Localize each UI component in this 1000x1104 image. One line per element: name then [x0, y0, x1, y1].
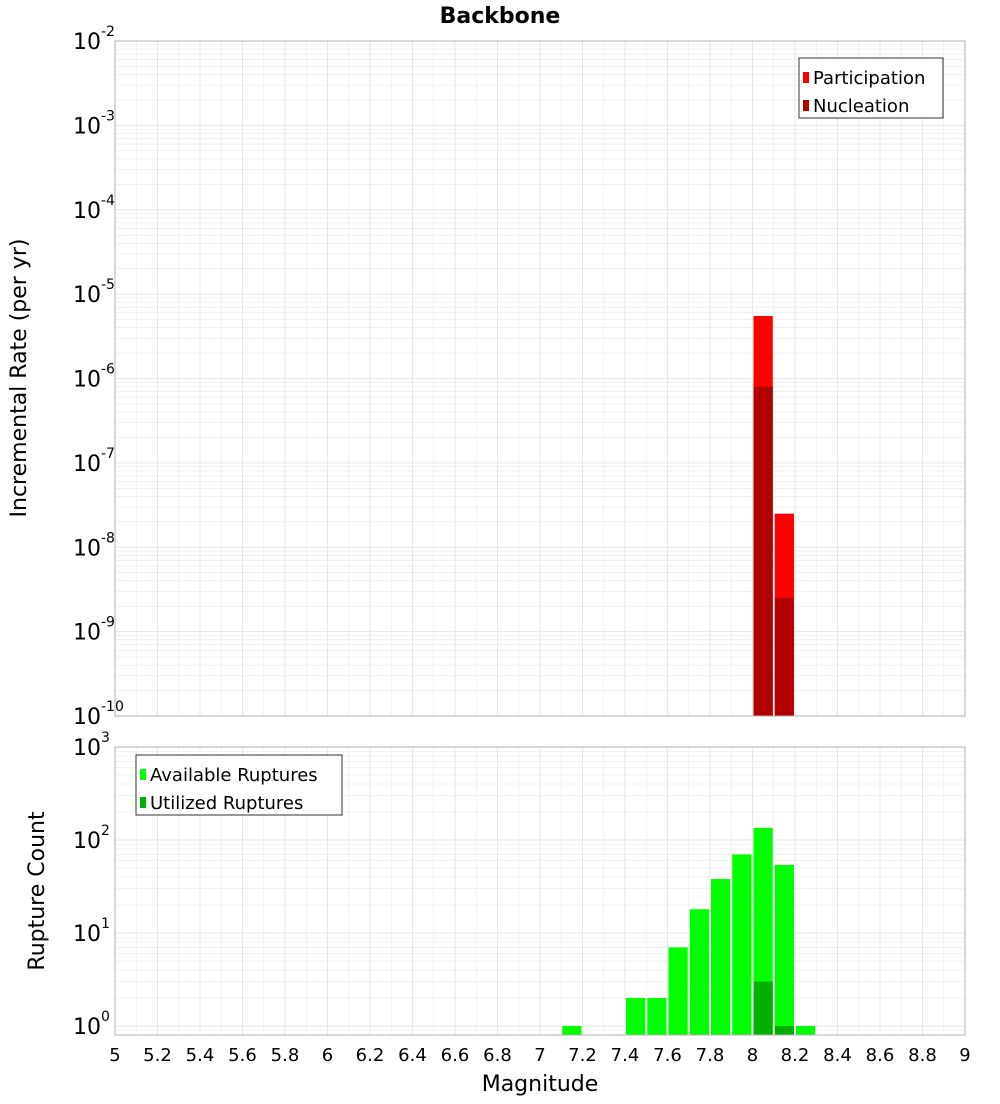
count-y-axis-title: Rupture Count: [25, 811, 50, 971]
x-tick-label-10: 7: [534, 1045, 545, 1066]
x-tick-label-15: 8: [747, 1045, 758, 1066]
count-bar-utilized-0: [753, 981, 773, 1035]
x-tick-label-13: 7.6: [653, 1045, 682, 1066]
rate-y-tick-label-3-base: 10: [73, 452, 101, 477]
x-axis-title: Magnitude: [482, 1072, 599, 1097]
x-tick-label-9: 6.8: [483, 1045, 512, 1066]
rate-y-tick-label-3-exponent: -7: [101, 446, 115, 462]
count-bar-available-8: [774, 864, 794, 1035]
count-bar-available-3: [668, 947, 688, 1035]
count-bar-utilized-1: [774, 1025, 794, 1035]
rate-y-tick-label-4-base: 10: [73, 368, 101, 393]
count-y-tick-label-3-base: 10: [73, 736, 101, 761]
rate-y-axis-title: Incremental Rate (per yr): [7, 239, 32, 518]
count-y-tick-label-3-exponent: 3: [101, 730, 110, 746]
rate-y-tick-label-6-exponent: -4: [101, 193, 115, 209]
top-plot-frame: [114, 40, 966, 717]
count-legend-box: [135, 754, 343, 816]
x-tick-label-6: 6.2: [356, 1045, 385, 1066]
count-bar-available-6: [732, 854, 752, 1035]
rate-y-tick-label-4: 10 -6: [73, 362, 115, 393]
count-y-tick-label-0: 10 0: [73, 1009, 110, 1040]
rate-y-tick-label-0: 10 -10: [73, 699, 124, 730]
x-tick-label-5: 6: [322, 1045, 333, 1066]
rate-y-tick-label-8-exponent: -2: [101, 24, 115, 40]
count-y-tick-label-1-exponent: 1: [101, 916, 110, 932]
rate-y-tick-label-7-exponent: -3: [101, 108, 115, 124]
x-tick-label-1: 5.2: [143, 1045, 172, 1066]
count-y-tick-label-1: 10 1: [73, 916, 110, 947]
count-legend-swatch-1: [140, 797, 146, 808]
rate-y-tick-label-6-base: 10: [73, 199, 101, 224]
count-bar-available-4: [689, 909, 709, 1035]
count-legend: Available Ruptures Utilized Ruptures: [135, 754, 343, 816]
x-tick-label-2: 5.4: [186, 1045, 215, 1066]
count-bar-available-1: [626, 997, 646, 1035]
count-legend-swatch-0: [140, 769, 146, 780]
count-y-tick-label-3: 10 3: [73, 730, 110, 761]
count-y-tick-label-2-exponent: 2: [101, 823, 110, 839]
count-bar-available-0: [562, 1025, 582, 1035]
x-tick-label-8: 6.6: [441, 1045, 470, 1066]
rate-y-tick-label-5-exponent: -5: [101, 277, 115, 293]
x-tick-label-4: 5.8: [271, 1045, 300, 1066]
count-y-tick-label-2-base: 10: [73, 829, 101, 854]
count-bar-available-2: [647, 997, 667, 1035]
rate-y-tick-label-8-base: 10: [73, 30, 101, 55]
count-legend-label-0: Available Ruptures: [150, 765, 318, 786]
x-tick-label-3: 5.6: [228, 1045, 257, 1066]
rate-legend: Participation Nucleation: [798, 57, 944, 119]
rate-y-tick-label-2-base: 10: [73, 536, 101, 561]
rate-y-tick-label-6: 10 -4: [73, 193, 115, 224]
rate-y-tick-label-0-base: 10: [73, 705, 101, 730]
rate-legend-swatch-0: [803, 72, 809, 83]
count-y-tick-label-0-exponent: 0: [101, 1009, 110, 1025]
rate-y-tick-label-7: 10 -3: [73, 108, 115, 139]
rate-y-tick-label-2: 10 -8: [73, 530, 115, 561]
x-tick-label-16: 8.2: [781, 1045, 810, 1066]
top-plot-grid: [114, 40, 966, 717]
rate-legend-label-1: Nucleation: [813, 96, 909, 117]
count-y-tick-label-1-base: 10: [73, 922, 101, 947]
rate-y-tick-label-1-base: 10: [73, 621, 101, 646]
rate-bar-nucleation-0: [753, 386, 773, 716]
x-tick-label-14: 7.8: [696, 1045, 725, 1066]
rate-y-tick-label-3: 10 -7: [73, 446, 115, 477]
x-tick-label-7: 6.4: [398, 1045, 427, 1066]
x-tick-label-17: 8.4: [823, 1045, 852, 1066]
bottom-plot-frame: [114, 746, 966, 1036]
count-legend-label-1: Utilized Ruptures: [150, 793, 303, 814]
rate-legend-label-0: Participation: [813, 68, 925, 89]
count-y-tick-label-2: 10 2: [73, 823, 110, 854]
x-tick-label-20: 9: [959, 1045, 970, 1066]
rate-y-tick-label-1: 10 -9: [73, 615, 115, 646]
x-tick-label-12: 7.4: [611, 1045, 640, 1066]
count-y-tick-label-0-base: 10: [73, 1015, 101, 1040]
x-tick-label-18: 8.6: [866, 1045, 895, 1066]
rate-legend-swatch-1: [803, 100, 809, 111]
rate-y-tick-label-0-exponent: -10: [101, 699, 124, 715]
x-tick-label-0: 5: [109, 1045, 120, 1066]
rate-y-tick-label-2-exponent: -8: [101, 530, 115, 546]
rate-y-tick-label-5-base: 10: [73, 283, 101, 308]
count-bar-available-5: [711, 879, 731, 1035]
rate-y-tick-label-4-exponent: -6: [101, 362, 115, 378]
rate-bar-nucleation-1: [774, 598, 794, 716]
x-tick-label-11: 7.2: [568, 1045, 597, 1066]
rate-y-tick-label-1-exponent: -9: [101, 615, 115, 631]
rate-legend-box: [798, 57, 944, 119]
rate-y-tick-label-8: 10 -2: [73, 24, 115, 55]
rate-y-tick-label-7-base: 10: [73, 114, 101, 139]
rate-y-tick-label-5: 10 -5: [73, 277, 115, 308]
count-bar-available-9: [796, 1025, 816, 1035]
x-tick-label-19: 8.8: [908, 1045, 937, 1066]
chart-title: Backbone: [440, 4, 561, 29]
